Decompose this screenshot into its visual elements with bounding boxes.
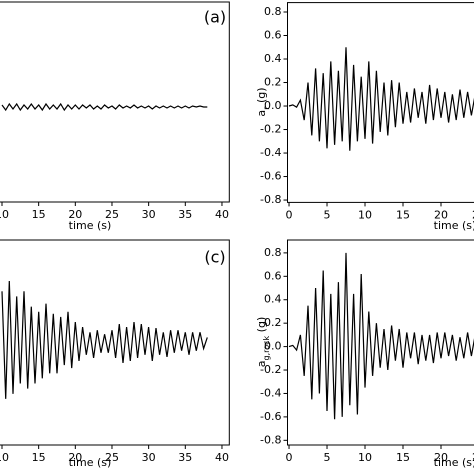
x-tick-label: 10 [358,451,372,464]
y-tick-label: 0.2 [264,316,282,329]
y-axis-label-part: (g) [255,317,268,336]
x-tick-label: 25 [472,208,474,221]
y-tick-label: -0.8 [260,433,281,446]
x-tick-label: 5 [324,208,331,221]
y-tick-label: 0.4 [264,52,282,65]
y-tick-label: 0.0 [264,340,282,353]
x-tick-label: 10 [0,451,9,464]
axes-frame [287,239,474,446]
y-tick-label: -0.2 [260,363,281,376]
x-tick-label: 15 [32,208,46,221]
y-tick-label: -0.6 [260,170,281,183]
y-tick-label: -0.4 [260,146,281,159]
y-tick-label: 0.0 [264,99,282,112]
x-tick-label: 20 [68,208,82,221]
x-tick-label: 15 [396,208,410,221]
x-tick-label: 0 [286,208,293,221]
x-tick-label: 40 [215,451,229,464]
axes-frame [0,1,230,203]
x-tick-label: 20 [434,208,448,221]
y-tick-label: 0.6 [264,269,282,282]
x-tick-label: 40 [215,208,229,221]
x-tick-label: 25 [472,451,474,464]
y-axis-label-part: a [255,110,268,117]
x-tick-label: 20 [68,451,82,464]
x-tick-label: 30 [142,451,156,464]
x-tick-label: 10 [358,208,372,221]
x-axis-label: time (s) [69,219,112,232]
y-tick-label: -0.2 [260,123,281,136]
x-axis-label: time (s) [434,219,474,232]
y-tick-label: -0.4 [260,386,281,399]
y-axis-label-part: (g) [255,87,268,106]
x-axis-label: time (s) [69,456,112,469]
y-axis-label: ag,rock (g) [255,317,271,367]
x-tick-label: 25 [105,451,119,464]
y-tick-label: -0.8 [260,193,281,206]
x-tick-label: 35 [178,208,192,221]
y-tick-label: -0.6 [260,410,281,423]
y-axis-label-part: g,rock [262,335,271,360]
x-tick-label: 20 [434,451,448,464]
x-tick-label: 5 [324,451,331,464]
y-tick-label: 0.4 [264,293,282,306]
y-tick-label: 0.8 [264,5,282,18]
y-tick-label: 0.6 [264,29,282,42]
x-tick-label: 25 [105,208,119,221]
x-tick-label: 0 [286,451,293,464]
signal-line [288,252,474,420]
signal-line [288,47,474,151]
panel-label: (a) [204,8,226,27]
x-tick-label: 10 [0,208,9,221]
x-tick-label: 35 [178,451,192,464]
y-axis-label-part: a [255,360,268,367]
x-tick-label: 30 [142,208,156,221]
y-tick-label: 0.2 [264,76,282,89]
x-axis-label: time (s) [434,456,474,469]
y-tick-label: 0.8 [264,246,282,259]
signal-line [1,102,208,112]
panel-label: (c) [204,248,225,267]
x-tick-label: 15 [396,451,410,464]
x-tick-label: 15 [32,451,46,464]
axes-frame [0,239,230,446]
y-axis-label: ar (g) [255,87,271,116]
signal-line [1,280,208,399]
axes-frame [287,2,474,203]
y-axis-label-part: r [262,106,271,110]
